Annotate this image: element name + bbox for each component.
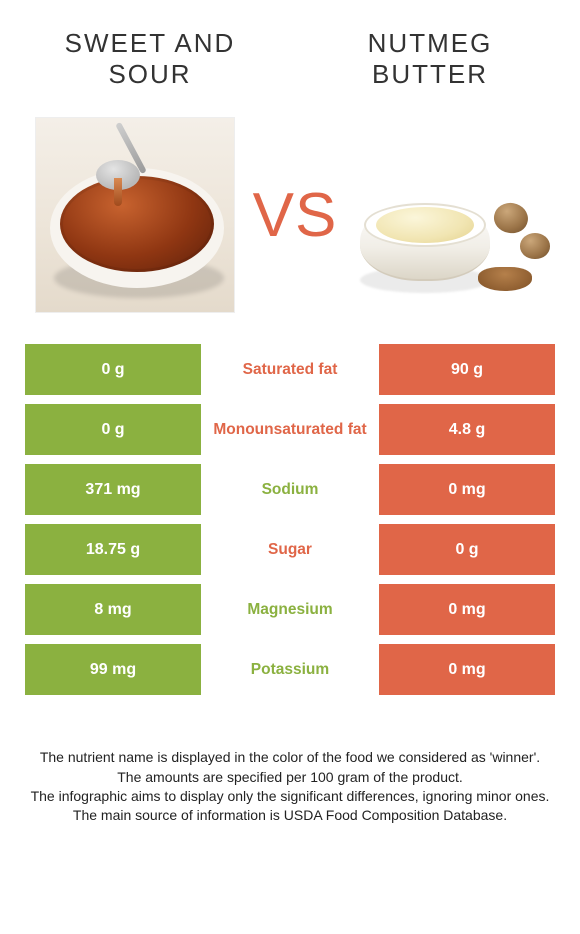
footnote-line: The main source of information is USDA F… xyxy=(24,806,556,825)
right-value: 90 g xyxy=(379,344,555,395)
footnotes: The nutrient name is displayed in the co… xyxy=(0,704,580,825)
left-value: 18.75 g xyxy=(25,524,201,575)
nutrient-name: Sugar xyxy=(201,524,379,575)
nutrient-name: Sodium xyxy=(201,464,379,515)
right-value: 0 mg xyxy=(379,584,555,635)
right-value: 0 mg xyxy=(379,464,555,515)
nutrient-row: 18.75 gSugar0 g xyxy=(25,524,555,575)
nutrient-row: 371 mgSodium0 mg xyxy=(25,464,555,515)
footnote-line: The infographic aims to display only the… xyxy=(24,787,556,806)
footnote-line: The amounts are specified per 100 gram o… xyxy=(24,768,556,787)
nutrient-name: Saturated fat xyxy=(201,344,379,395)
right-value: 4.8 g xyxy=(379,404,555,455)
food-left-title: Sweet and sour xyxy=(40,28,260,90)
food-right-image xyxy=(355,115,555,315)
vs-label: VS xyxy=(253,180,338,251)
left-value: 0 g xyxy=(25,404,201,455)
nutrient-row: 0 gSaturated fat90 g xyxy=(25,344,555,395)
nutrient-name: Potassium xyxy=(201,644,379,695)
right-value: 0 mg xyxy=(379,644,555,695)
left-value: 0 g xyxy=(25,344,201,395)
nutrient-row: 99 mgPotassium0 mg xyxy=(25,644,555,695)
food-right-title: Nutmeg butter xyxy=(320,28,540,90)
header: Sweet and sour Nutmeg butter xyxy=(0,0,580,100)
nutrient-row: 8 mgMagnesium0 mg xyxy=(25,584,555,635)
nutrient-row: 0 gMonounsaturated fat4.8 g xyxy=(25,404,555,455)
right-value: 0 g xyxy=(379,524,555,575)
left-value: 8 mg xyxy=(25,584,201,635)
images-row: VS xyxy=(0,100,580,340)
left-value: 99 mg xyxy=(25,644,201,695)
food-left-image xyxy=(35,115,235,315)
left-value: 371 mg xyxy=(25,464,201,515)
nutrient-name: Monounsaturated fat xyxy=(201,404,379,455)
nutrient-name: Magnesium xyxy=(201,584,379,635)
footnote-line: The nutrient name is displayed in the co… xyxy=(24,748,556,767)
nutrient-table: 0 gSaturated fat90 g0 gMonounsaturated f… xyxy=(0,340,580,695)
